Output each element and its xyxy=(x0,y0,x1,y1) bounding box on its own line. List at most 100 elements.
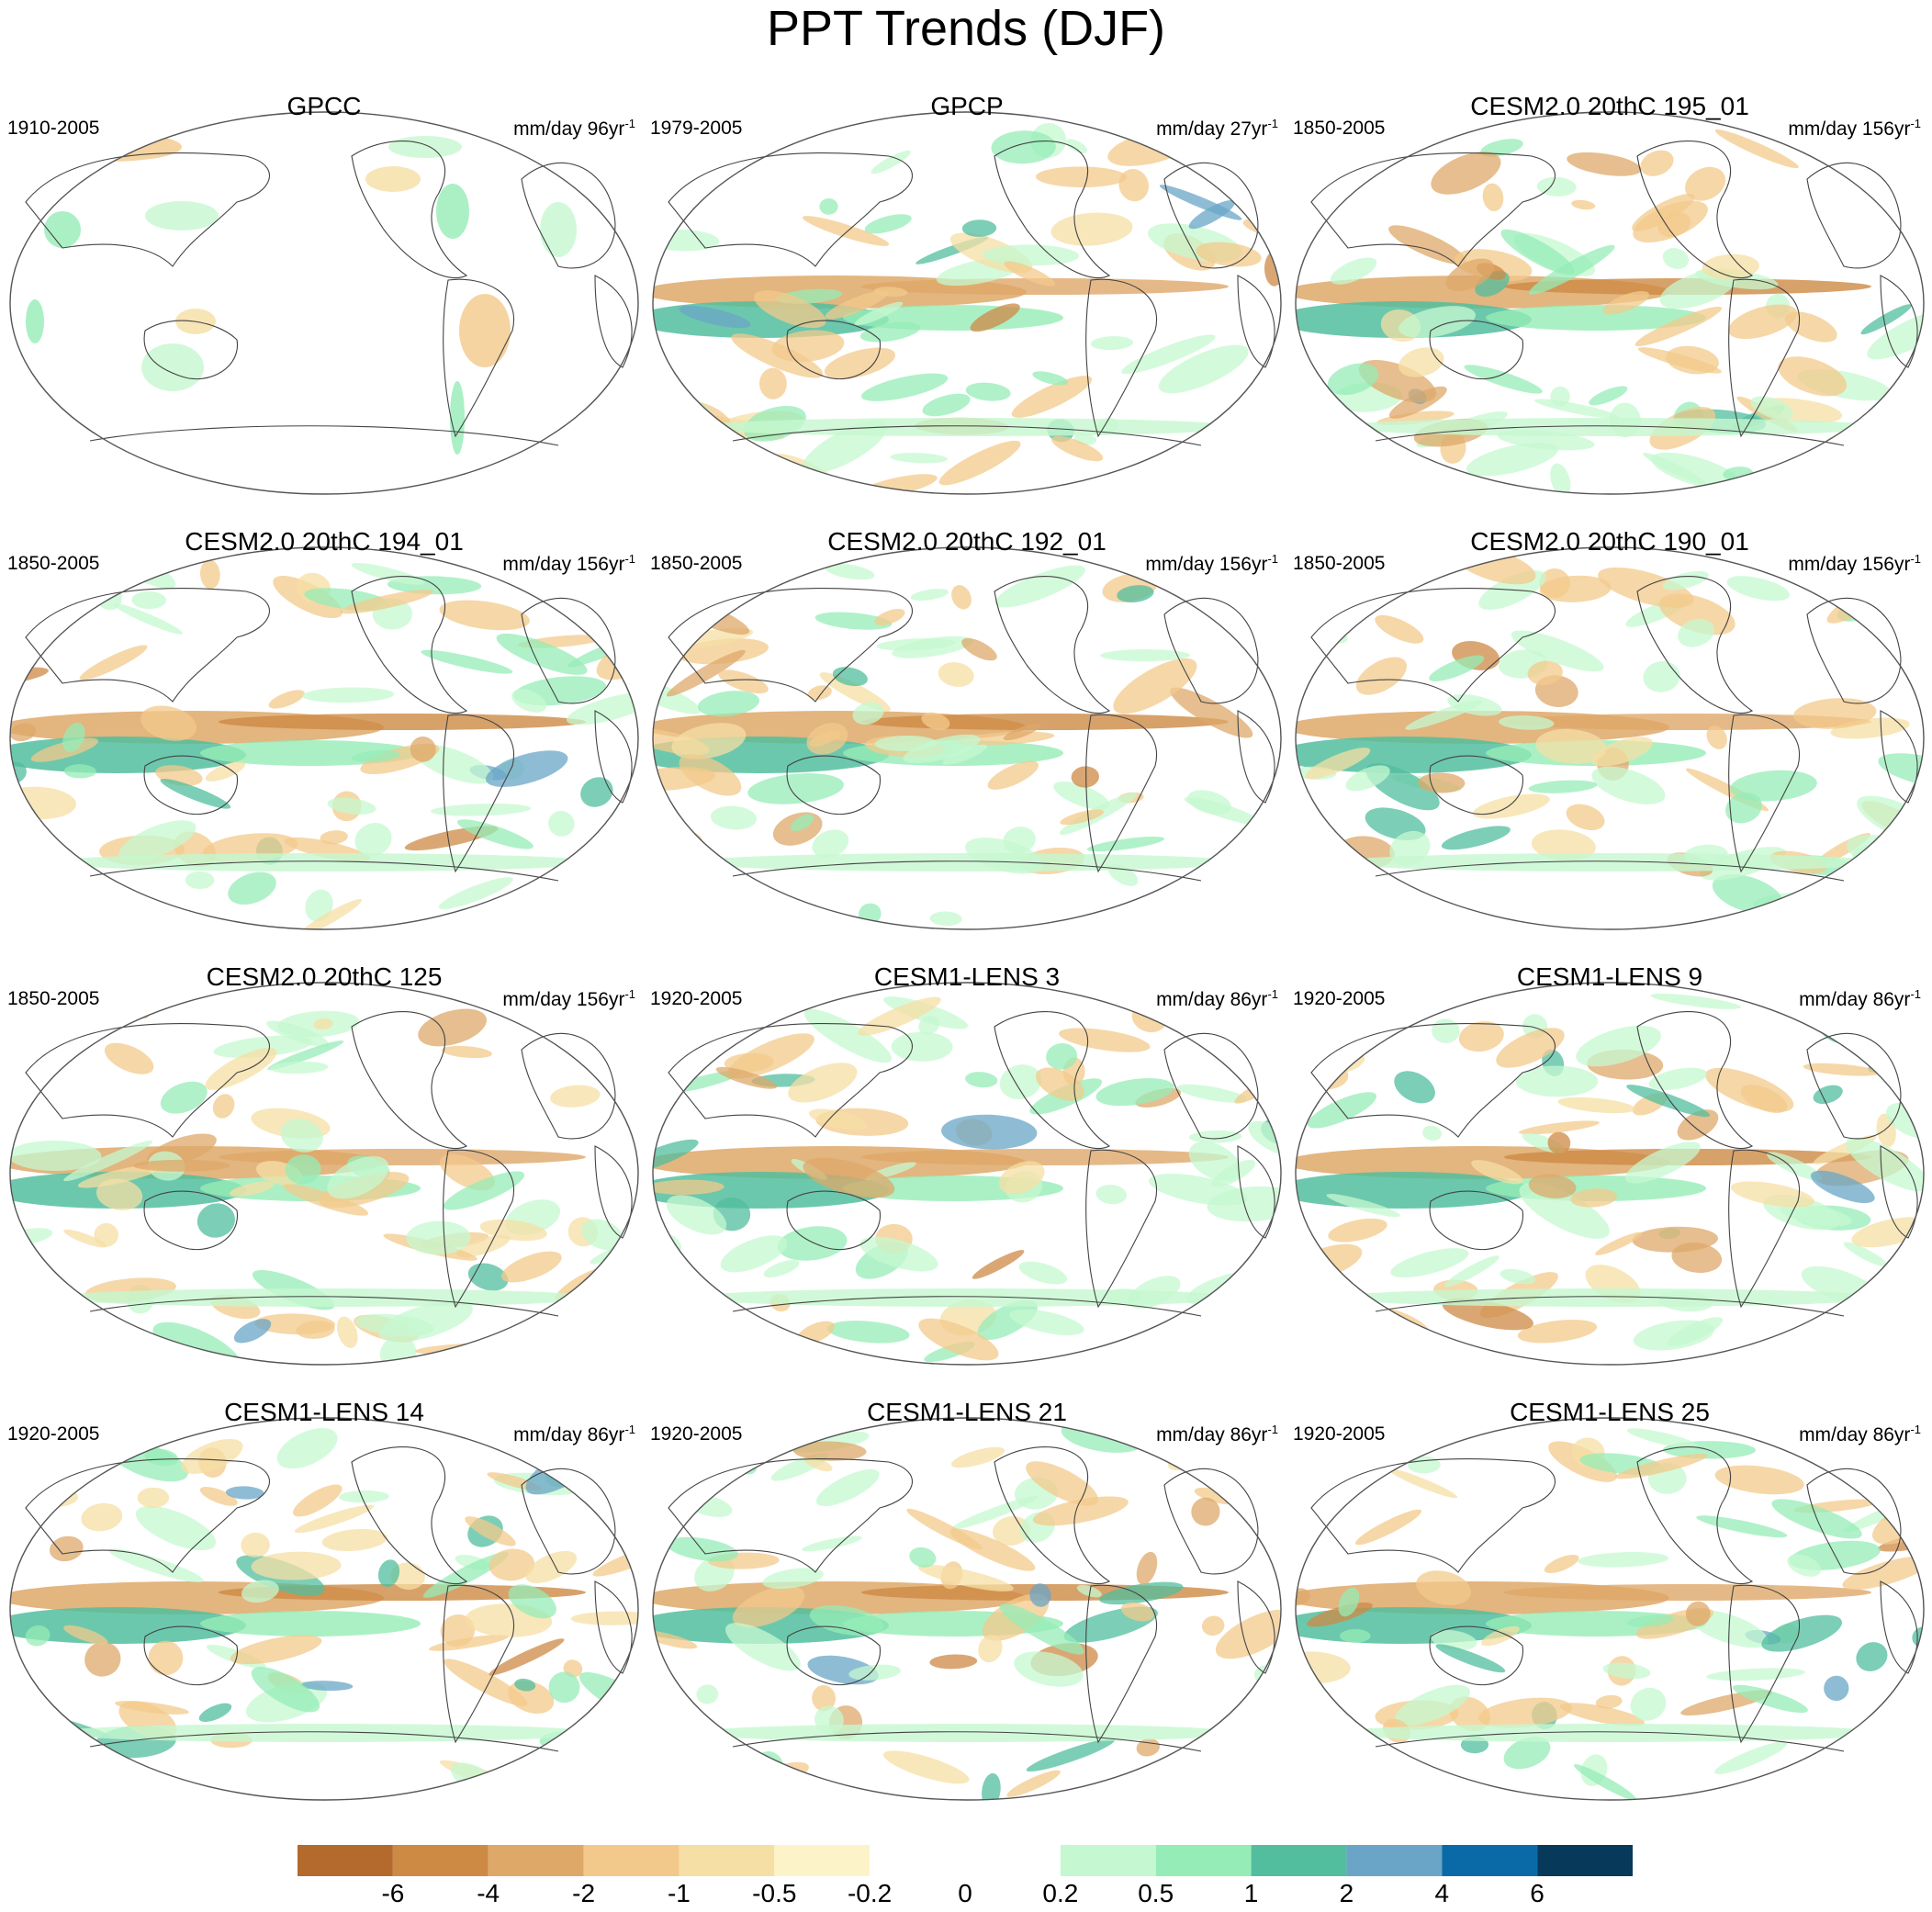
trend-field xyxy=(10,1006,638,1365)
period-label: 1920-2005 xyxy=(7,1423,100,1445)
map-panel: CESM1-LENS 14 1920-2005 mm/day 86yr-1 xyxy=(7,1398,641,1829)
colorbar-box xyxy=(679,1845,775,1876)
colorbar-tick-label: -0.2 xyxy=(847,1879,893,1907)
period-label: 1850-2005 xyxy=(650,553,743,574)
panel-title: GPCP xyxy=(930,92,1004,120)
colorbar-tick-label: -4 xyxy=(477,1879,500,1907)
units-exponent: -1 xyxy=(1910,117,1921,130)
colorbar-box xyxy=(965,1845,1061,1876)
period-label: 1850-2005 xyxy=(7,553,100,574)
colorbar-tick-label: -0.5 xyxy=(752,1879,797,1907)
map-plot xyxy=(9,546,639,930)
colorbar-box xyxy=(870,1845,965,1876)
map-boundary xyxy=(9,1417,639,1801)
map-panel: CESM2.0 20thC 195_01 1850-2005 mm/day 156y… xyxy=(1293,92,1926,523)
map-panel: CESM2.0 20thC 190_01 1850-2005 mm/day 156y… xyxy=(1293,527,1926,959)
units-exponent: -1 xyxy=(1267,1423,1278,1436)
map-plot xyxy=(652,546,1282,930)
map-boundary xyxy=(1295,1417,1925,1801)
panel-title: GPCC xyxy=(286,92,362,120)
colorbar-box xyxy=(392,1845,489,1876)
map-plot xyxy=(9,111,639,495)
colorbar-box xyxy=(1155,1845,1252,1876)
colorbar-tick-label: -6 xyxy=(381,1879,405,1907)
units-exponent: -1 xyxy=(624,1423,635,1436)
map-boundary xyxy=(9,111,639,495)
units-exponent: -1 xyxy=(624,117,635,130)
units-label: mm/day 156yr-1 xyxy=(1788,552,1921,575)
coastline xyxy=(25,1446,633,1752)
coastline xyxy=(1310,1446,1918,1752)
map-panel: CESM2.0 20thC 194_01 1850-2005 mm/day 156y… xyxy=(7,527,641,959)
units-label: mm/day 86yr-1 xyxy=(513,1423,635,1445)
units-exponent: -1 xyxy=(1267,987,1278,1001)
units-label: mm/day 86yr-1 xyxy=(1799,987,1921,1010)
units-label: mm/day 156yr-1 xyxy=(502,552,635,575)
colorbar-box xyxy=(1060,1845,1156,1876)
trend-field xyxy=(653,553,1275,929)
colorbar-box xyxy=(298,1845,393,1876)
units-label: mm/day 86yr-1 xyxy=(1799,1423,1921,1445)
map-panel: CESM1-LENS 9 1920-2005 mm/day 86yr-1 xyxy=(1293,962,1926,1394)
period-label: 1979-2005 xyxy=(650,118,743,139)
colorbar-tick-label: 0.5 xyxy=(1138,1879,1174,1907)
trend-field xyxy=(653,114,1281,494)
map-boundary xyxy=(652,982,1282,1366)
colorbar-box xyxy=(583,1845,680,1876)
map-boundary xyxy=(1295,111,1925,495)
map-panel: GPCP 1979-2005 mm/day 27yr-1 xyxy=(650,92,1284,523)
trend-field xyxy=(1296,125,1924,494)
map-plot xyxy=(652,111,1282,495)
colorbar-box xyxy=(1537,1845,1633,1876)
units-label: mm/day 96yr-1 xyxy=(513,117,635,140)
coastline xyxy=(668,1011,1275,1317)
panel-title: CESM1-LENS 21 xyxy=(867,1398,1067,1426)
coastline xyxy=(1310,1011,1918,1317)
colorbar-box xyxy=(1442,1845,1538,1876)
period-label: 1920-2005 xyxy=(1293,1423,1386,1445)
panel-title: CESM2.0 20thC 192_01 xyxy=(827,527,1106,556)
coastline xyxy=(1310,576,1918,882)
period-label: 1920-2005 xyxy=(650,988,743,1009)
colorbar-tick-label: -1 xyxy=(667,1879,691,1907)
map-boundary xyxy=(9,546,639,930)
colorbar-tick-label: 6 xyxy=(1530,1879,1544,1907)
panel-title: CESM2.0 20thC 190_01 xyxy=(1470,527,1749,556)
colorbar-tick-label: 0.2 xyxy=(1042,1879,1079,1907)
coastline xyxy=(1310,141,1918,446)
units-exponent: -1 xyxy=(1910,987,1921,1001)
map-plot xyxy=(1295,1417,1925,1801)
panel-title: CESM1-LENS 25 xyxy=(1510,1398,1710,1426)
units-exponent: -1 xyxy=(1910,1423,1921,1436)
coastline xyxy=(25,141,633,446)
map-panel: CESM1-LENS 21 1920-2005 mm/day 86yr-1 xyxy=(650,1398,1284,1829)
map-boundary xyxy=(652,1417,1282,1801)
colorbar-tick-label: 2 xyxy=(1339,1879,1354,1907)
map-plot xyxy=(652,1417,1282,1801)
period-label: 1850-2005 xyxy=(7,988,100,1009)
units-label: mm/day 86yr-1 xyxy=(1156,987,1278,1010)
map-boundary xyxy=(1295,546,1925,930)
trend-field xyxy=(10,547,638,929)
units-exponent: -1 xyxy=(624,552,635,566)
period-label: 1910-2005 xyxy=(7,118,100,139)
map-plot xyxy=(1295,111,1925,495)
period-label: 1850-2005 xyxy=(1293,118,1386,139)
coastline xyxy=(25,576,633,882)
units-label: mm/day 156yr-1 xyxy=(1788,117,1921,140)
figure-title: PPT Trends (DJF) xyxy=(766,1,1166,56)
units-label: mm/day 86yr-1 xyxy=(1156,1423,1278,1445)
trend-field xyxy=(1296,1422,1924,1800)
panel-title: CESM1-LENS 14 xyxy=(224,1398,424,1426)
period-label: 1850-2005 xyxy=(1293,553,1386,574)
period-label: 1920-2005 xyxy=(650,1423,743,1445)
map-panel: CESM2.0 20thC 192_01 1850-2005 mm/day 156y… xyxy=(650,527,1284,959)
panel-title: CESM1-LENS 9 xyxy=(1516,962,1703,991)
colorbar-box xyxy=(1346,1845,1443,1876)
map-boundary xyxy=(1295,982,1925,1366)
units-label: mm/day 27yr-1 xyxy=(1156,117,1278,140)
colorbar-box xyxy=(1251,1845,1347,1876)
map-boundary xyxy=(9,982,639,1366)
map-plot xyxy=(9,1417,639,1801)
map-panel: CESM2.0 20thC 125 1850-2005 mm/day 156yr-1 xyxy=(7,962,641,1394)
